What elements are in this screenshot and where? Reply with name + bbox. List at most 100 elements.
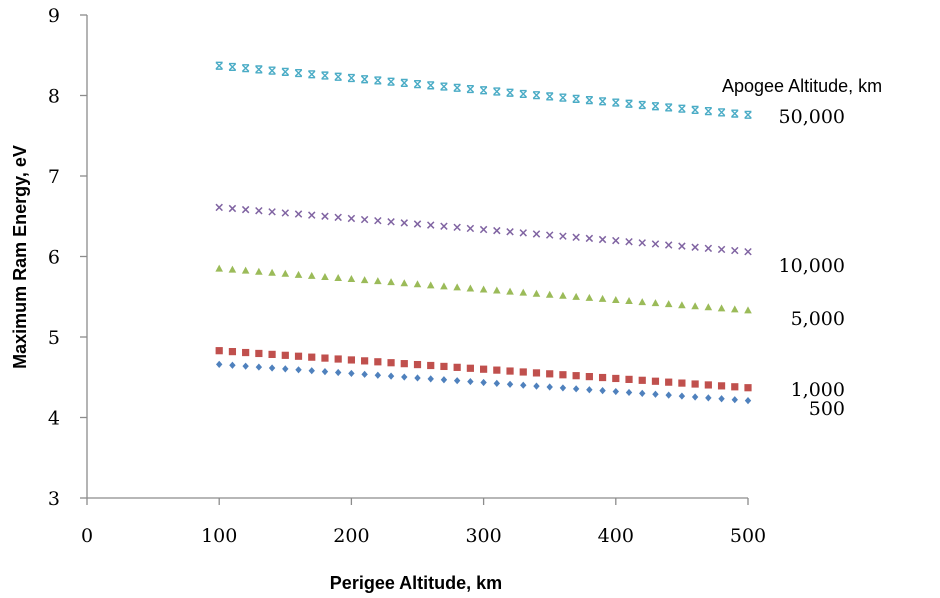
series-label: 10,000: [779, 255, 845, 277]
data-point: [268, 208, 276, 216]
data-point: [400, 279, 409, 287]
data-point: [598, 97, 607, 106]
data-point: [255, 206, 263, 215]
x-tick-label: 500: [730, 525, 766, 547]
data-point: [241, 266, 250, 274]
data-point: [374, 216, 382, 225]
data-point: [228, 348, 237, 356]
data-point: [413, 280, 422, 288]
data-point: [440, 362, 448, 371]
data-point: [506, 287, 514, 295]
x-tick-label: 300: [465, 525, 501, 547]
data-point: [401, 373, 408, 381]
data-point: [572, 233, 580, 242]
series-10000: [215, 203, 752, 256]
y-tick-label: 8: [48, 86, 60, 108]
data-point: [652, 390, 659, 398]
data-point: [281, 269, 290, 277]
data-point: [506, 228, 514, 236]
data-point: [493, 379, 501, 387]
data-point: [678, 104, 686, 113]
data-point: [294, 210, 303, 218]
data-point: [479, 86, 488, 95]
y-tick-label: 4: [48, 408, 60, 430]
data-point: [691, 105, 699, 115]
data-point: [466, 284, 475, 292]
data-point: [334, 72, 342, 81]
data-point: [467, 377, 474, 386]
data-point: [744, 110, 752, 119]
data-point: [387, 218, 395, 226]
data-point: [546, 92, 554, 101]
data-point: [268, 350, 276, 358]
y-tick-label: 9: [48, 5, 60, 27]
data-point: [744, 247, 752, 256]
data-point: [228, 62, 237, 72]
data-point: [374, 277, 382, 285]
data-point: [321, 272, 329, 280]
data-point: [559, 384, 567, 392]
data-point: [229, 361, 236, 369]
data-point: [228, 204, 237, 213]
data-point: [426, 281, 435, 289]
data-point: [426, 221, 435, 229]
data-point: [625, 99, 633, 108]
data-point: [400, 360, 408, 368]
data-point: [731, 109, 739, 118]
data-point: [519, 229, 527, 237]
data-point: [479, 285, 488, 293]
data-point: [532, 369, 541, 377]
data-point: [731, 383, 739, 391]
data-point: [533, 382, 540, 390]
data-point: [334, 368, 342, 377]
data-point: [440, 376, 448, 384]
data-point: [678, 301, 686, 309]
data-point: [387, 77, 395, 86]
data-point: [546, 383, 553, 391]
data-point: [638, 376, 646, 384]
data-point: [347, 356, 355, 364]
data-point: [360, 75, 369, 84]
data-point: [717, 245, 726, 254]
data-point: [387, 278, 395, 286]
data-point: [718, 395, 725, 403]
data-point: [242, 362, 249, 370]
data-point: [585, 234, 594, 243]
data-point: [347, 73, 356, 83]
data-point: [466, 364, 474, 372]
data-point: [559, 291, 567, 299]
data-point: [374, 76, 382, 85]
data-point: [361, 370, 368, 378]
data-point: [321, 368, 329, 376]
data-point: [294, 352, 303, 360]
data-point: [586, 386, 593, 394]
data-point: [281, 351, 289, 359]
data-point: [414, 374, 421, 382]
data-point: [493, 87, 501, 96]
series-50000: [215, 61, 752, 119]
y-tick-label: 6: [48, 247, 60, 269]
y-tick-label: 3: [48, 488, 60, 510]
data-point: [268, 268, 276, 276]
data-point: [744, 306, 752, 314]
data-point: [612, 387, 619, 396]
data-point: [704, 107, 713, 116]
data-point: [479, 225, 488, 234]
data-point: [308, 70, 316, 79]
data-point: [493, 286, 501, 294]
data-point: [717, 304, 726, 312]
data-point: [387, 372, 395, 380]
data-point: [545, 231, 554, 239]
data-point: [519, 368, 527, 376]
data-point: [638, 100, 646, 110]
data-point: [744, 384, 752, 392]
data-point: [347, 214, 356, 223]
x-ticks: 0 100 200 300 400 500: [81, 498, 766, 547]
data-point: [744, 396, 752, 405]
series-1000: [215, 347, 752, 392]
series-500: [216, 360, 752, 405]
data-point: [731, 396, 738, 404]
data-point: [691, 380, 699, 388]
data-point: [294, 270, 303, 278]
